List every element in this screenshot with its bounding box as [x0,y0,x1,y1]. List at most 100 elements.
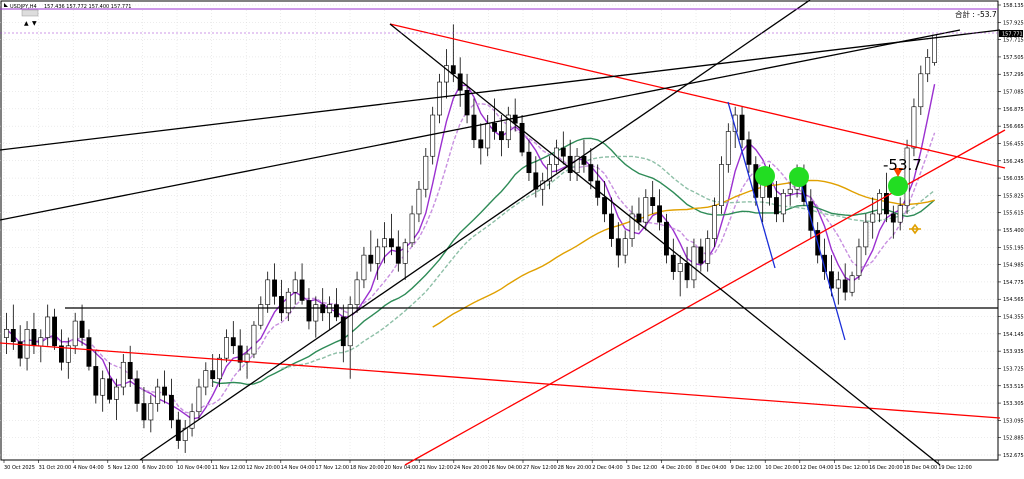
blue-line-1[interactable] [727,101,776,269]
candle[interactable] [17,325,23,367]
candle[interactable] [423,147,429,198]
black-channel-lower[interactable] [0,29,961,221]
candle[interactable] [615,222,621,268]
candle[interactable] [272,263,277,305]
candle[interactable] [409,205,415,247]
red-trendline-upper[interactable] [389,23,1006,169]
candle[interactable] [361,246,367,289]
candle[interactable] [822,238,827,280]
candle[interactable] [478,123,484,165]
candle[interactable] [925,49,931,83]
candle[interactable] [299,263,305,305]
candle[interactable] [698,238,704,272]
candle[interactable] [657,189,662,231]
candle[interactable] [499,115,504,157]
candle[interactable] [650,180,656,214]
candle[interactable] [162,370,167,404]
blue-line-2[interactable] [799,179,846,341]
candle[interactable] [382,222,387,264]
candle[interactable] [59,329,64,371]
candle[interactable] [45,304,51,346]
candle[interactable] [175,411,181,449]
candle[interactable] [444,49,449,99]
candle[interactable] [725,123,731,173]
candle[interactable] [375,238,381,280]
candle[interactable] [93,349,99,404]
candle[interactable] [107,362,112,404]
candle[interactable] [492,98,497,140]
candle[interactable] [622,230,628,264]
candle[interactable] [148,395,154,433]
candle[interactable] [430,106,436,165]
candle[interactable] [574,147,580,181]
black-trendline-rising[interactable] [139,0,811,461]
candle[interactable] [203,362,209,396]
candle[interactable] [4,312,9,355]
candle[interactable] [464,73,470,124]
candle[interactable] [65,337,71,379]
candle[interactable] [196,378,202,420]
candle[interactable] [230,321,236,355]
candle[interactable] [560,131,566,165]
candle[interactable] [347,296,353,379]
candle[interactable] [519,115,525,157]
panel-tab[interactable] [21,9,39,17]
candle[interactable] [320,288,326,322]
candle[interactable] [588,147,594,190]
candle[interactable] [904,139,910,214]
candle[interactable] [189,403,195,437]
candle[interactable] [842,263,848,301]
candle[interactable] [258,296,264,330]
candle[interactable] [629,205,635,247]
candle[interactable] [677,255,683,297]
candle[interactable] [533,156,539,198]
candle[interactable] [279,279,284,322]
candle[interactable] [684,246,690,289]
candle[interactable] [602,180,607,223]
candle[interactable] [547,156,552,190]
candle[interactable] [739,106,745,148]
candle[interactable] [114,378,119,420]
candle[interactable] [746,131,752,173]
candle[interactable] [505,106,511,148]
candle[interactable] [285,288,291,322]
candle[interactable] [306,288,312,330]
candle[interactable] [79,304,85,346]
candle[interactable] [100,370,106,412]
candle[interactable] [705,230,711,272]
candle[interactable] [10,304,16,350]
candle[interactable] [244,345,250,379]
candle[interactable] [340,304,346,363]
candle[interactable] [643,189,649,231]
candle[interactable] [664,213,669,264]
candle[interactable] [416,180,422,223]
candle[interactable] [719,156,724,214]
candle[interactable] [512,98,518,132]
candle[interactable] [368,230,374,272]
candle[interactable] [636,197,642,231]
candle[interactable] [450,24,456,83]
candle[interactable] [670,238,676,280]
candle[interactable] [780,189,786,223]
candle[interactable] [691,238,697,289]
candle[interactable] [863,213,869,256]
candle[interactable] [437,73,442,124]
candle[interactable] [774,180,779,223]
candle[interactable] [134,370,140,412]
black-trendline-falling[interactable] [389,23,941,466]
candle[interactable] [354,271,360,313]
candle[interactable] [327,296,332,330]
red-trendline-lower[interactable] [0,342,1001,419]
candle[interactable] [334,288,339,322]
candle[interactable] [609,197,614,247]
candle[interactable] [849,271,855,297]
candle[interactable] [313,296,319,338]
candle[interactable] [808,189,814,239]
candle[interactable] [712,197,717,247]
candle[interactable] [581,139,587,173]
candle[interactable] [72,312,78,355]
panel-down-button[interactable]: ▼ [32,20,37,27]
candle[interactable] [24,321,30,371]
black-channel-upper[interactable] [0,29,1001,151]
